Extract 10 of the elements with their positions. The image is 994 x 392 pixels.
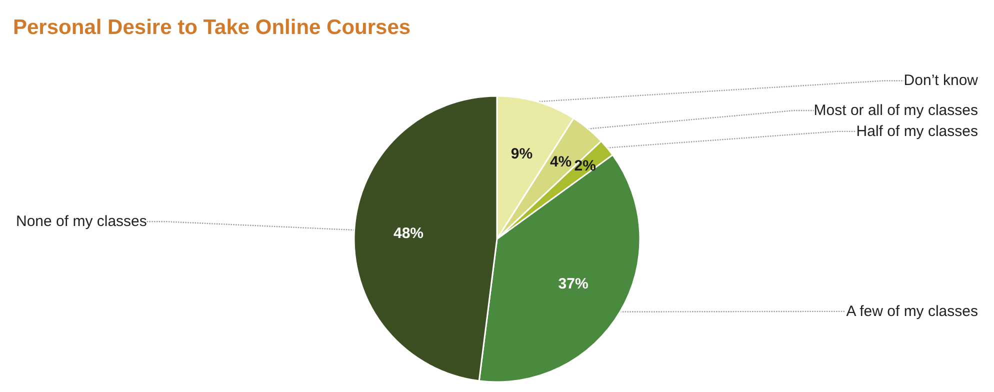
- slice-label: Half of my classes: [856, 122, 978, 140]
- data-label: 4%: [550, 153, 572, 170]
- slice-label: Most or all of my classes: [814, 102, 978, 120]
- data-label: 37%: [558, 276, 588, 293]
- data-label: 9%: [510, 145, 533, 162]
- slice-label: None of my classes: [16, 213, 147, 230]
- slice-label: Don’t know: [904, 72, 978, 90]
- data-label: 48%: [394, 224, 424, 242]
- chart-title: Personal Desire to Take Online Courses: [13, 16, 411, 39]
- slice-label: A few of my classes: [846, 302, 978, 320]
